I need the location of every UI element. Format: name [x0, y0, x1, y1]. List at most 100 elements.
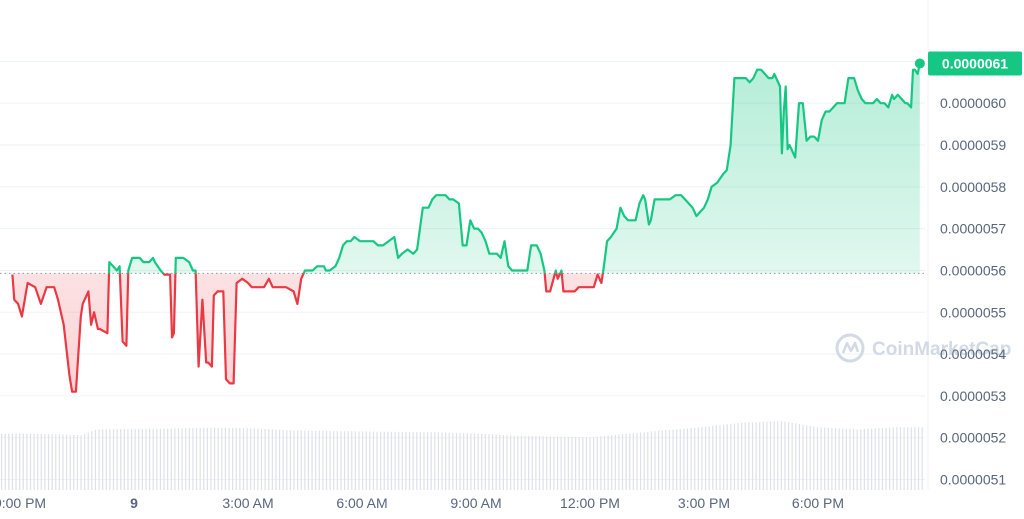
volume-bar	[762, 421, 764, 490]
volume-bar	[347, 431, 349, 490]
x-axis: 9:00 PM 9 3:00 AM 6:00 AM 9:00 AM 12:00 PM 3:0…	[0, 495, 844, 511]
volume-bar	[235, 427, 237, 490]
y-tick-label: 0.0000055	[940, 304, 1006, 320]
volume-bar	[394, 431, 396, 490]
volume-bar	[304, 430, 306, 490]
volume-bar	[419, 432, 421, 490]
volume-bar	[206, 427, 208, 490]
volume-bar	[827, 427, 829, 490]
volume-bar	[712, 425, 714, 490]
volume-bar	[315, 430, 317, 490]
volume-bar	[369, 431, 371, 490]
area-above-baseline	[108, 63, 920, 274]
area-below-baseline	[12, 273, 920, 392]
volume-bar	[318, 430, 320, 490]
volume-bar	[838, 428, 840, 490]
last-price-dot	[914, 58, 925, 69]
volume-bar	[683, 428, 685, 490]
volume-bar	[156, 428, 158, 490]
volume-bar	[470, 433, 472, 490]
volume-bar	[138, 428, 140, 490]
volume-bar	[62, 434, 64, 490]
volume-bar	[766, 421, 768, 490]
volume-bar	[686, 428, 689, 490]
volume-bar	[618, 434, 620, 490]
volume-bar	[91, 431, 93, 490]
volume-bar	[672, 429, 674, 490]
volume-bar	[860, 429, 862, 490]
volume-bar	[405, 431, 407, 490]
volume-bar	[531, 436, 533, 490]
volume-bar	[188, 428, 190, 490]
volume-bar	[275, 429, 277, 490]
volume-bar	[102, 429, 104, 490]
volume-bar	[120, 429, 122, 490]
volume-bar	[546, 436, 548, 490]
volume-bar	[694, 427, 696, 490]
volume-bar	[448, 432, 450, 490]
volume-bar	[784, 421, 786, 490]
volume-bar	[149, 428, 151, 490]
volume-bar	[654, 431, 656, 490]
volume-bar	[174, 428, 176, 490]
x-tick-label: 9:00 AM	[450, 495, 501, 511]
volume-bar	[704, 426, 707, 490]
volume-bar	[813, 426, 815, 490]
volume-bar	[856, 429, 858, 490]
volume-bar	[268, 429, 270, 490]
volume-bar	[748, 422, 750, 490]
volume-bar	[408, 431, 411, 490]
volume-bar	[871, 428, 873, 490]
volume-bar	[567, 436, 569, 490]
volume-bar	[195, 428, 198, 490]
volume-bar	[542, 436, 544, 490]
volume-bar	[333, 431, 335, 490]
volume-bar	[589, 437, 591, 490]
volume-bar	[372, 431, 375, 490]
volume-bar	[538, 436, 541, 490]
volume-bar	[217, 427, 219, 490]
volume-bar	[278, 429, 281, 490]
volume-bar	[708, 426, 710, 490]
volume-bar	[845, 428, 847, 490]
volume-bar	[257, 428, 259, 490]
volume-bar	[116, 429, 118, 490]
current-price-badge	[928, 51, 1022, 76]
volume-bar	[878, 428, 880, 490]
volume-bar	[899, 427, 902, 490]
volume-bar	[564, 436, 566, 490]
volume-bar	[452, 432, 454, 490]
volume-bar	[737, 423, 739, 490]
y-tick-label: 0.0000052	[940, 430, 1006, 446]
volume-bar	[192, 428, 194, 490]
volume-bar	[820, 427, 822, 490]
volume-bar	[127, 429, 129, 490]
volume-bar	[19, 433, 21, 490]
volume-bar	[549, 436, 551, 490]
volume-bar	[535, 436, 537, 490]
volume-bar	[58, 434, 60, 490]
volume-bar	[751, 422, 754, 490]
volume-bar	[896, 427, 898, 490]
volume-bar	[282, 430, 284, 490]
x-tick-label: 9	[130, 495, 138, 511]
volume-bar	[701, 427, 703, 490]
volume-bar	[199, 427, 201, 490]
volume-bar	[517, 435, 519, 490]
volume-bar	[416, 432, 418, 490]
volume-bar	[441, 432, 443, 490]
volume-bar	[398, 431, 400, 490]
volume-bar	[889, 427, 891, 490]
volume-bar	[611, 435, 613, 490]
volume-bar	[40, 434, 42, 490]
volume-bar	[65, 434, 68, 490]
volume-bar	[690, 428, 692, 490]
volume-bar	[791, 422, 793, 490]
volume-bar	[614, 434, 616, 490]
volume-bar	[141, 428, 143, 490]
volume-bar	[665, 430, 667, 490]
volume-bar	[401, 431, 403, 490]
volume-bar	[343, 431, 346, 490]
volume-bar	[697, 427, 699, 490]
volume-bar	[390, 431, 393, 490]
